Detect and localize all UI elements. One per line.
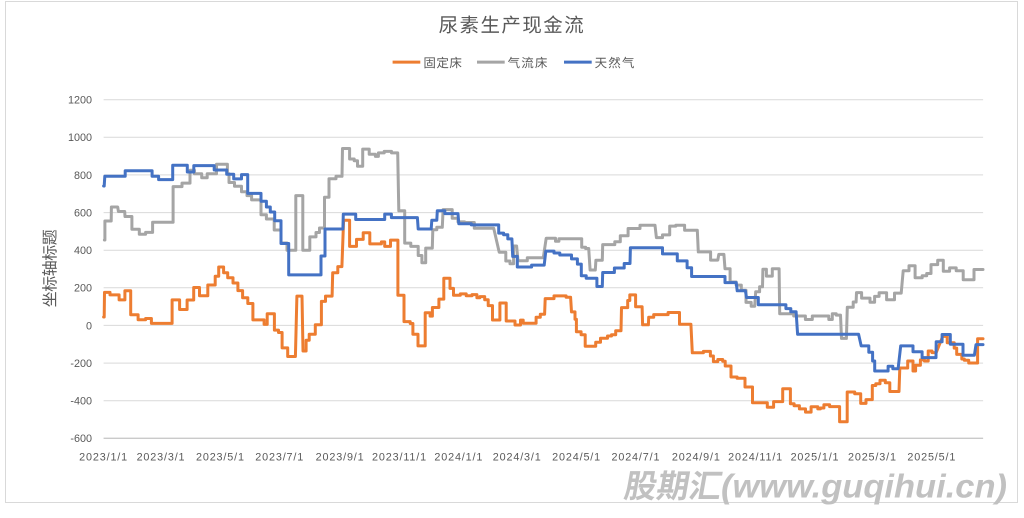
svg-text:2023/11/1: 2023/11/1 xyxy=(372,452,427,464)
svg-text:1000: 1000 xyxy=(68,132,92,144)
svg-text:2023/7/1: 2023/7/1 xyxy=(255,452,304,464)
svg-text:400: 400 xyxy=(74,245,92,257)
svg-text:2024/9/1: 2024/9/1 xyxy=(672,452,721,464)
svg-text:800: 800 xyxy=(74,170,92,182)
svg-text:2024/11/1: 2024/11/1 xyxy=(728,452,783,464)
svg-text:1200: 1200 xyxy=(68,95,92,107)
svg-text:0: 0 xyxy=(86,320,92,332)
svg-text:2025/5/1: 2025/5/1 xyxy=(907,452,956,464)
svg-text:2024/1/1: 2024/1/1 xyxy=(434,452,483,464)
svg-text:2024/5/1: 2024/5/1 xyxy=(552,452,601,464)
svg-text:2023/3/1: 2023/3/1 xyxy=(137,452,186,464)
svg-text:2023/5/1: 2023/5/1 xyxy=(196,452,245,464)
svg-text:(www.guqihui.cn): (www.guqihui.cn) xyxy=(721,468,1007,505)
svg-text:2024/3/1: 2024/3/1 xyxy=(493,452,542,464)
svg-text:600: 600 xyxy=(74,208,92,220)
svg-text:2025/3/1: 2025/3/1 xyxy=(848,452,897,464)
svg-text:2023/9/1: 2023/9/1 xyxy=(316,452,365,464)
svg-text:-600: -600 xyxy=(70,433,92,445)
svg-text:-400: -400 xyxy=(70,396,92,408)
svg-text:2024/7/1: 2024/7/1 xyxy=(611,452,660,464)
svg-text:2025/1/1: 2025/1/1 xyxy=(791,452,840,464)
svg-text:2023/1/1: 2023/1/1 xyxy=(79,452,128,464)
svg-text:200: 200 xyxy=(74,283,92,295)
svg-text:-200: -200 xyxy=(70,358,92,370)
